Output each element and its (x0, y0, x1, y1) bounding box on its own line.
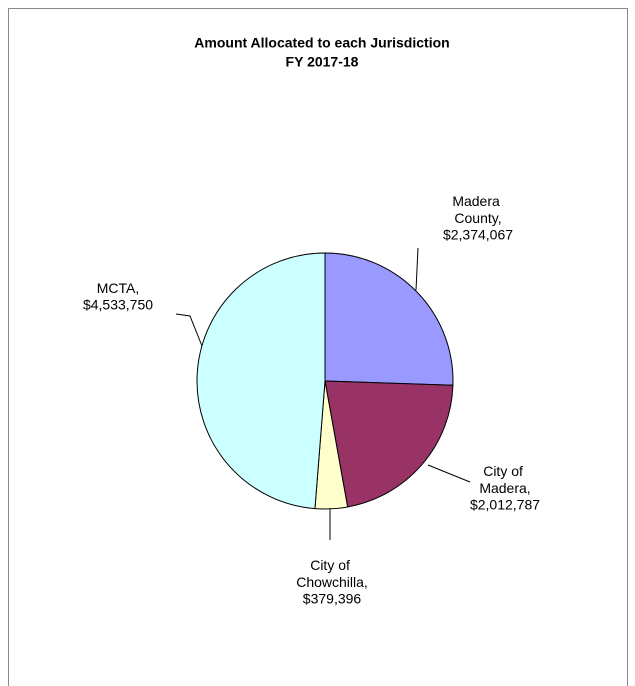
data-label-category: Madera County, (452, 193, 503, 226)
pie-slice (324, 380, 454, 508)
pie-slice (196, 252, 326, 510)
data-label-value: $2,374,067 (443, 227, 513, 243)
data-label-category: City of Chowchilla, (296, 557, 368, 590)
label-line: Madera, (479, 480, 530, 496)
chart-title: Amount Allocated to each Jurisdiction (194, 35, 449, 51)
data-label-category: City of Madera, (479, 463, 530, 496)
data-label-value: $379,396 (303, 591, 362, 607)
chart-subtitle: FY 2017-18 (286, 54, 359, 70)
label-line: Chowchilla, (296, 574, 368, 590)
data-label-category: MCTA, (97, 280, 140, 296)
leader-line (427, 464, 471, 483)
label-line: City of (310, 557, 354, 573)
pie-slice (324, 252, 454, 386)
leader-line (175, 313, 203, 347)
label-line: City of (483, 463, 527, 479)
label-line: County, (454, 210, 501, 226)
data-label-value: $4,533,750 (83, 297, 153, 313)
leader-line (415, 247, 419, 291)
label-line: MCTA, (97, 280, 140, 296)
label-line: Madera (452, 193, 503, 209)
data-label-value: $2,012,787 (470, 497, 540, 513)
